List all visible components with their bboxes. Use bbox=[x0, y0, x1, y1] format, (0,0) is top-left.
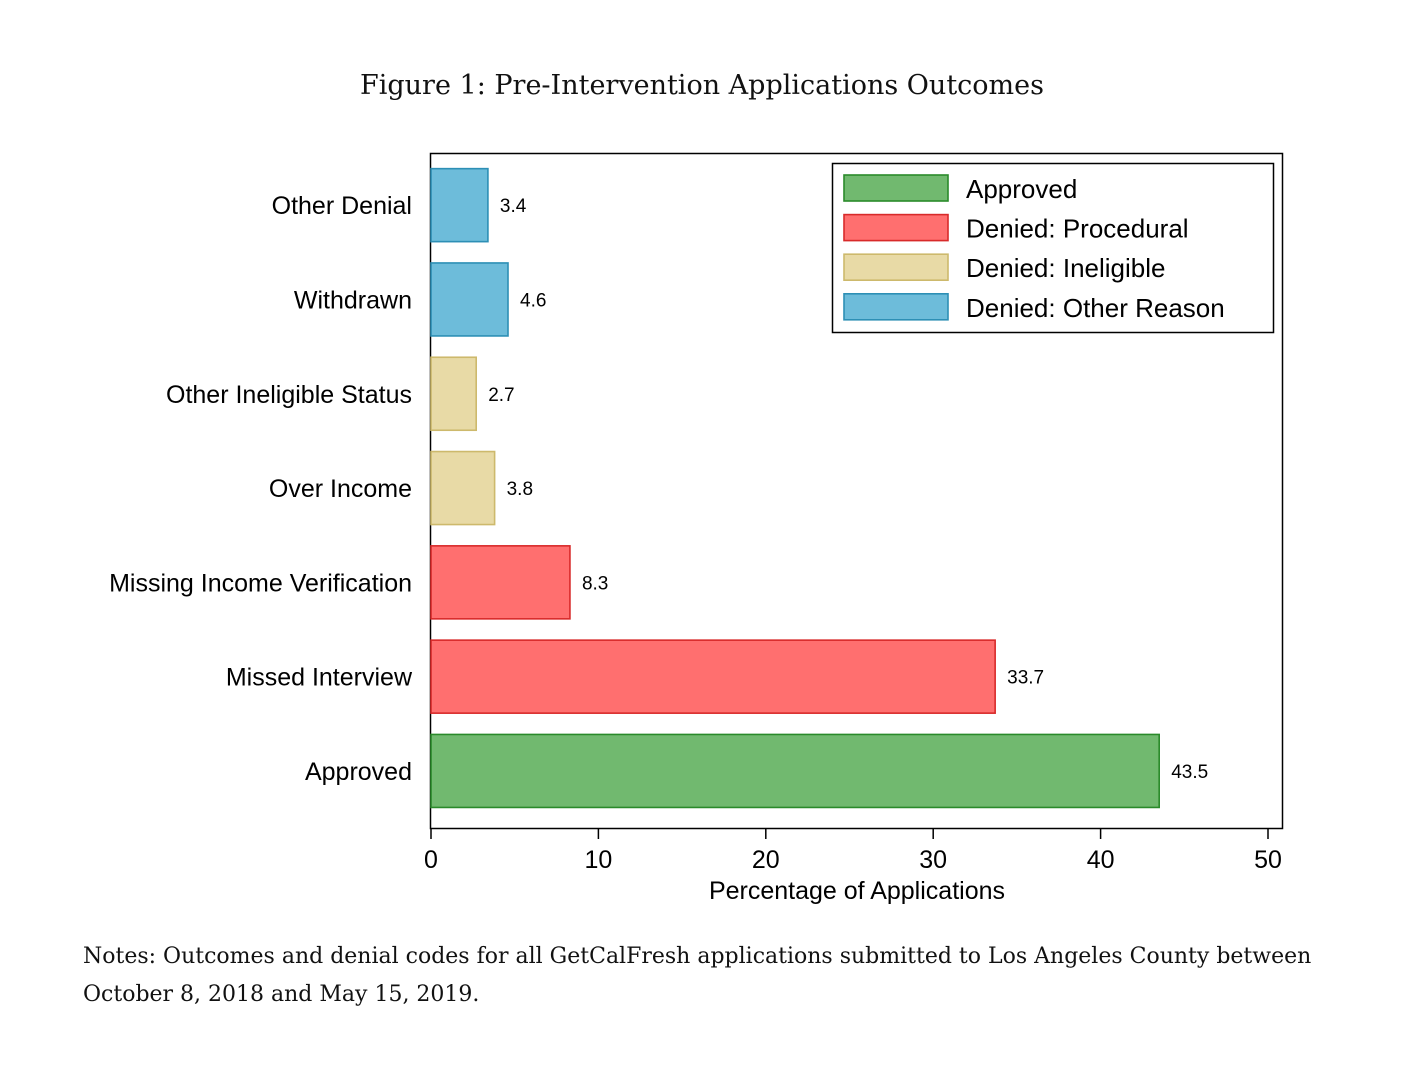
x-tick-label: 50 bbox=[1254, 846, 1282, 874]
x-axis-title: Percentage of Applications bbox=[709, 877, 1005, 905]
category-label: Approved bbox=[305, 758, 412, 786]
bar bbox=[430, 167, 489, 243]
category-label: Missing Income Verification bbox=[109, 569, 412, 597]
figure-title: Figure 1: Pre-Intervention Applications … bbox=[360, 70, 1044, 101]
bar bbox=[430, 733, 1160, 809]
legend-swatch bbox=[843, 174, 949, 202]
figure-notes: Notes: Outcomes and denial codes for all… bbox=[83, 944, 1312, 1007]
legend-entry-label: Denied: Procedural bbox=[966, 214, 1189, 244]
value-label: 43.5 bbox=[1171, 762, 1208, 783]
legend-swatch bbox=[843, 213, 949, 242]
value-label: 8.3 bbox=[582, 573, 608, 594]
x-axis: 0 10 20 30 40 50 bbox=[424, 829, 1282, 874]
x-tick-label: 10 bbox=[584, 846, 612, 874]
legend-entry-label: Approved bbox=[966, 174, 1077, 204]
bar bbox=[430, 262, 509, 337]
value-label: 3.4 bbox=[500, 196, 527, 217]
category-label: Other Denial bbox=[272, 192, 412, 220]
value-label: 3.8 bbox=[507, 479, 533, 500]
legend: Approved Denied: Procedural Denied: Inelig… bbox=[831, 162, 1275, 334]
value-label: 4.6 bbox=[520, 290, 546, 311]
bar bbox=[430, 450, 496, 526]
category-label: Missed Interview bbox=[226, 664, 413, 692]
bar-chart: Other Denial Withdrawn Other Ineligible St… bbox=[109, 152, 1284, 905]
x-tick-label: 20 bbox=[752, 846, 780, 874]
category-label: Other Ineligible Status bbox=[166, 381, 412, 409]
value-label: 2.7 bbox=[488, 385, 514, 406]
value-label: 33.7 bbox=[1007, 668, 1044, 689]
x-tick-label: 40 bbox=[1087, 846, 1115, 874]
bars-group bbox=[430, 167, 1160, 809]
category-label: Over Income bbox=[269, 475, 412, 503]
category-labels: Other Denial Withdrawn Other Ineligible St… bbox=[109, 192, 413, 786]
legend-swatch bbox=[843, 253, 949, 281]
bar bbox=[430, 639, 996, 714]
legend-entry-label: Denied: Other Reason bbox=[966, 293, 1225, 323]
x-tick-label: 0 bbox=[424, 846, 438, 874]
value-labels: 3.4 4.6 2.7 3.8 8.3 33.7 43.5 bbox=[488, 196, 1208, 783]
legend-swatch bbox=[843, 292, 949, 321]
category-label: Withdrawn bbox=[294, 286, 412, 314]
bar bbox=[430, 545, 571, 620]
x-tick-label: 30 bbox=[919, 846, 947, 874]
legend-entry-label: Denied: Ineligible bbox=[966, 253, 1165, 283]
bar bbox=[430, 356, 477, 432]
